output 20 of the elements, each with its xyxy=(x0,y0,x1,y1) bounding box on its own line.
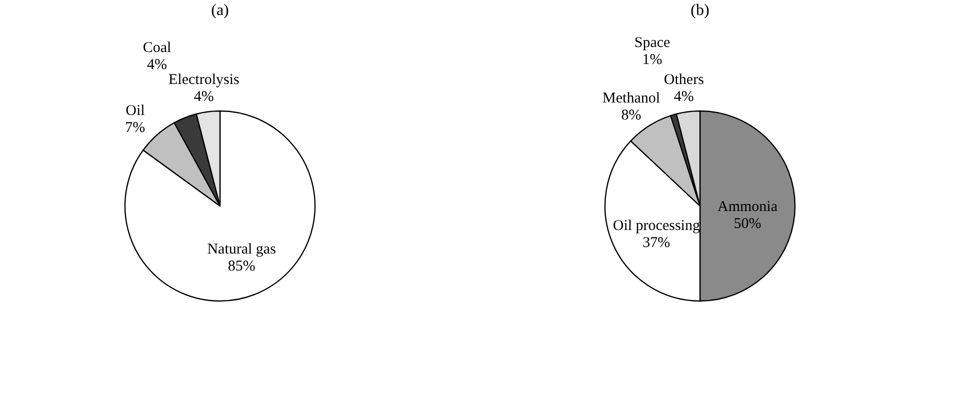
slice-label: Space xyxy=(634,34,671,51)
data-label: 8% xyxy=(621,108,642,124)
slice-label: Others xyxy=(664,72,704,88)
slice-label: Electrolysis xyxy=(168,72,240,88)
data-label: 85% xyxy=(228,258,256,274)
slice-label: Methanol xyxy=(602,90,660,107)
chart-title: (a) xyxy=(211,2,229,19)
slice-label: Natural gas xyxy=(207,241,276,258)
slice-label: Ammonia xyxy=(718,199,778,215)
data-label: 37% xyxy=(642,234,670,251)
data-label: 7% xyxy=(125,120,146,136)
data-label: 4% xyxy=(194,88,214,105)
data-label: 1% xyxy=(642,52,662,68)
chart-title: (b) xyxy=(690,2,710,19)
slice-label: Oil xyxy=(126,102,145,119)
data-label: 50% xyxy=(734,216,762,232)
slice-label: Coal xyxy=(142,40,172,56)
data-label: 4% xyxy=(147,57,168,74)
slice-label: Oil processing xyxy=(612,218,700,234)
data-label: 4% xyxy=(674,88,694,105)
